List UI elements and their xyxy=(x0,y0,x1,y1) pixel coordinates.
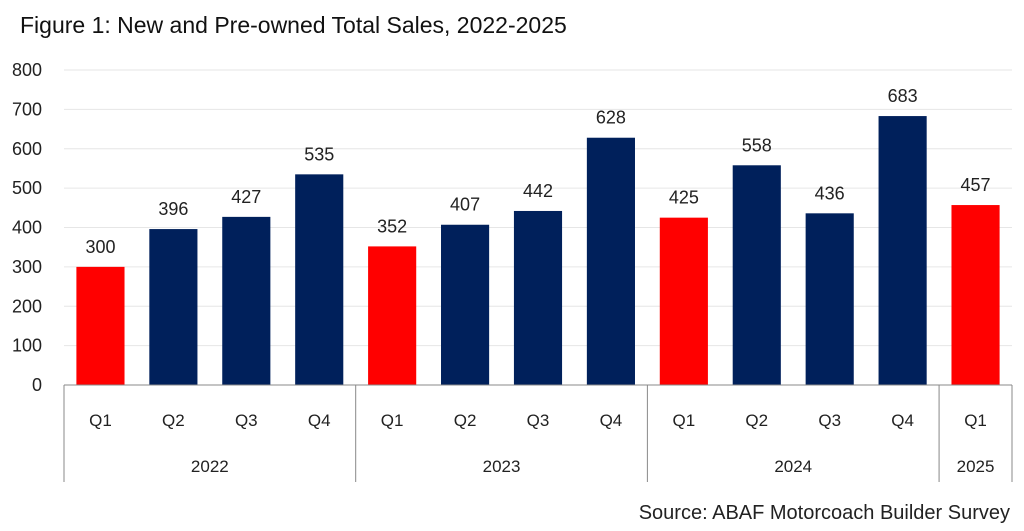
x-tick-label: Q3 xyxy=(235,411,258,430)
chart-title: Figure 1: New and Pre-owned Total Sales,… xyxy=(20,12,567,38)
bar xyxy=(659,217,708,385)
x-tick-label: Q1 xyxy=(381,411,404,430)
x-group-label: 2022 xyxy=(191,457,229,476)
bar xyxy=(441,224,490,385)
y-tick-label: 0 xyxy=(32,375,42,395)
y-tick-label: 600 xyxy=(12,139,42,159)
x-group-label: 2024 xyxy=(774,457,812,476)
data-label: 300 xyxy=(85,237,115,257)
data-label: 436 xyxy=(815,183,845,203)
y-tick-label: 300 xyxy=(12,257,42,277)
source-note: Source: ABAF Motorcoach Builder Survey xyxy=(638,502,1010,524)
bar xyxy=(76,266,125,385)
x-tick-label: Q4 xyxy=(308,411,331,430)
bar xyxy=(586,137,635,385)
data-label: 628 xyxy=(596,108,626,128)
x-tick-label: Q4 xyxy=(600,411,623,430)
x-tick-label: Q1 xyxy=(673,411,696,430)
bar xyxy=(732,165,781,385)
x-group-label: 2025 xyxy=(957,457,995,476)
x-tick-label: Q3 xyxy=(527,411,550,430)
bar xyxy=(805,213,854,385)
y-tick-label: 100 xyxy=(12,336,42,356)
x-tick-label: Q4 xyxy=(891,411,914,430)
y-tick-label: 800 xyxy=(12,60,42,80)
bar xyxy=(222,216,271,385)
x-tick-label: Q3 xyxy=(818,411,841,430)
data-label: 427 xyxy=(231,187,261,207)
bar xyxy=(878,116,927,385)
y-tick-label: 200 xyxy=(12,296,42,316)
data-label: 425 xyxy=(669,188,699,208)
bar xyxy=(368,246,417,385)
data-label: 407 xyxy=(450,195,480,215)
data-label: 457 xyxy=(961,175,991,195)
data-label: 683 xyxy=(888,86,918,106)
x-group-label: 2023 xyxy=(483,457,521,476)
x-tick-label: Q2 xyxy=(162,411,185,430)
data-label: 442 xyxy=(523,181,553,201)
bar xyxy=(149,229,198,385)
y-tick-label: 400 xyxy=(12,218,42,238)
x-tick-label: Q2 xyxy=(454,411,477,430)
bar xyxy=(951,205,1000,385)
x-tick-label: Q2 xyxy=(745,411,768,430)
bar xyxy=(295,174,344,385)
bar xyxy=(513,210,563,385)
y-tick-label: 700 xyxy=(12,99,42,119)
y-tick-label: 500 xyxy=(12,178,42,198)
data-label: 396 xyxy=(158,199,188,219)
data-label: 535 xyxy=(304,144,334,164)
x-tick-label: Q1 xyxy=(89,411,112,430)
x-tick-label: Q1 xyxy=(964,411,987,430)
data-label: 352 xyxy=(377,216,407,236)
data-label: 558 xyxy=(742,135,772,155)
